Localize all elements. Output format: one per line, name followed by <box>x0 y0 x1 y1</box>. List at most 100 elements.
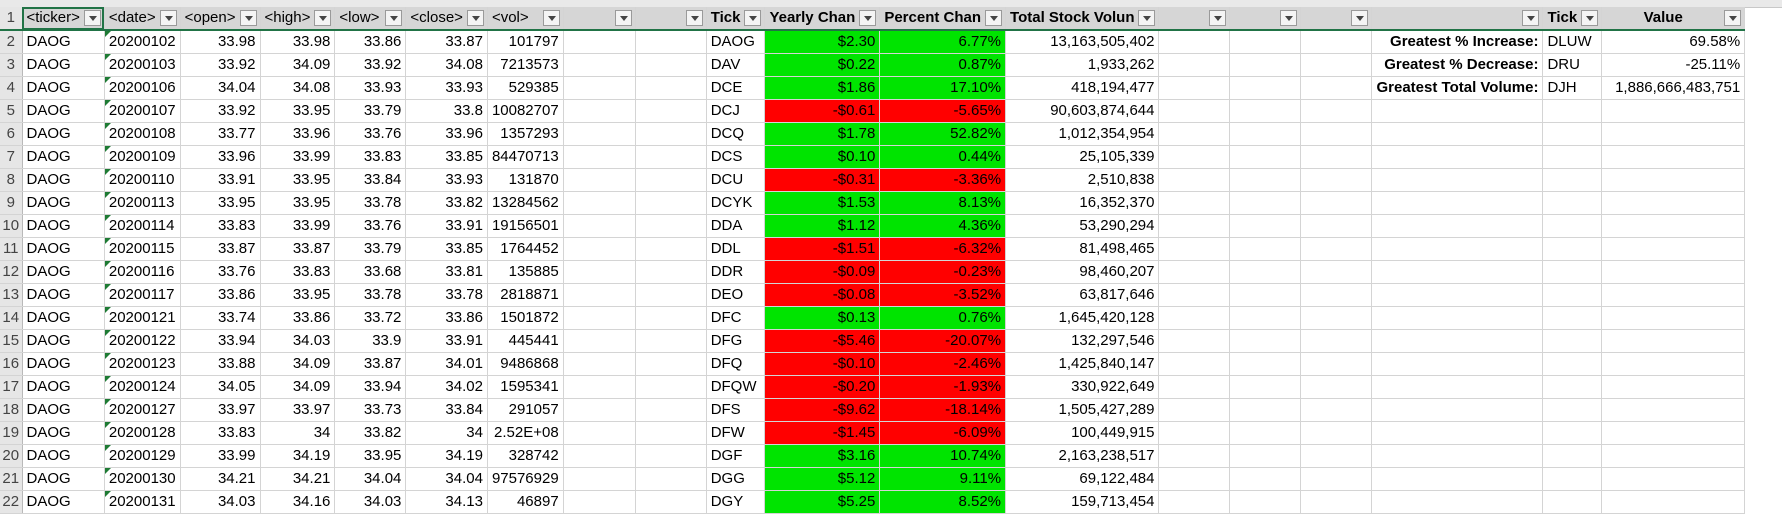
cell-empty[interactable] <box>1300 398 1373 422</box>
cell-empty[interactable] <box>1300 444 1373 468</box>
cell-empty[interactable] <box>1229 168 1302 192</box>
cell-empty[interactable] <box>563 214 636 238</box>
header-ticker[interactable]: <ticker> <box>22 7 105 31</box>
cell-low[interactable]: 34.04 <box>334 467 407 491</box>
cell-open[interactable]: 33.83 <box>180 214 261 238</box>
cell-yearly-change[interactable]: -$9.62 <box>764 398 881 422</box>
cell-empty[interactable] <box>1371 237 1544 261</box>
cell-empty[interactable] <box>1158 53 1231 77</box>
cell-high[interactable]: 33.95 <box>260 191 336 215</box>
header-empty[interactable] <box>1158 7 1231 31</box>
cell-percent-change[interactable]: -1.93% <box>879 375 1007 399</box>
cell-empty[interactable] <box>1229 306 1302 330</box>
cell-close[interactable]: 33.85 <box>405 145 488 169</box>
cell-empty[interactable] <box>1300 53 1373 77</box>
cell-empty[interactable] <box>1371 375 1544 399</box>
cell-summary-ticker[interactable]: DEO <box>706 283 766 307</box>
cell-empty[interactable] <box>1300 490 1373 514</box>
cell-high[interactable]: 33.83 <box>260 260 336 284</box>
cell-ticker[interactable]: DAOG <box>22 214 105 238</box>
row-number[interactable]: 20 <box>0 444 23 468</box>
cell-empty[interactable] <box>635 398 707 422</box>
cell-greatest-value[interactable]: 1,886,666,483,751 <box>1601 76 1746 100</box>
cell-empty[interactable] <box>1158 214 1231 238</box>
cell-empty[interactable] <box>1371 421 1544 445</box>
filter-dropdown-icon[interactable] <box>159 10 177 26</box>
cell-low[interactable]: 33.79 <box>334 237 407 261</box>
cell-empty[interactable] <box>1371 352 1544 376</box>
row-number[interactable]: 2 <box>0 30 23 54</box>
cell-total-volume[interactable]: 98,460,207 <box>1005 260 1160 284</box>
cell-summary-ticker[interactable]: DFG <box>706 329 766 353</box>
cell-vol[interactable]: 101797 <box>487 30 564 54</box>
row-number[interactable]: 7 <box>0 145 23 169</box>
cell-high[interactable]: 33.86 <box>260 306 336 330</box>
cell-yearly-change[interactable]: $5.12 <box>764 467 881 491</box>
filter-dropdown-icon[interactable] <box>685 10 703 26</box>
cell-summary-ticker[interactable]: DGF <box>706 444 766 468</box>
cell-high[interactable]: 34.21 <box>260 467 336 491</box>
cell-open[interactable]: 33.77 <box>180 122 261 146</box>
cell-empty[interactable] <box>1542 283 1603 307</box>
cell-date[interactable]: 20200114 <box>104 214 181 238</box>
row-number[interactable]: 5 <box>0 99 23 123</box>
cell-close[interactable]: 33.78 <box>405 283 488 307</box>
cell-date[interactable]: 20200106 <box>104 76 181 100</box>
cell-open[interactable]: 33.99 <box>180 444 261 468</box>
row-number[interactable]: 9 <box>0 191 23 215</box>
cell-empty[interactable] <box>1542 168 1603 192</box>
cell-vol[interactable]: 2818871 <box>487 283 564 307</box>
cell-percent-change[interactable]: 9.11% <box>879 467 1007 491</box>
cell-empty[interactable] <box>1371 168 1544 192</box>
filter-dropdown-icon[interactable] <box>614 10 632 26</box>
cell-low[interactable]: 33.94 <box>334 375 407 399</box>
cell-empty[interactable] <box>1229 237 1302 261</box>
cell-summary-ticker[interactable]: DCYK <box>706 191 766 215</box>
cell-empty[interactable] <box>635 352 707 376</box>
cell-ticker[interactable]: DAOG <box>22 76 105 100</box>
cell-empty[interactable] <box>635 283 707 307</box>
cell-empty[interactable] <box>1542 375 1603 399</box>
cell-high[interactable]: 33.99 <box>260 214 336 238</box>
cell-empty[interactable] <box>1371 145 1544 169</box>
cell-empty[interactable] <box>1542 237 1603 261</box>
cell-total-volume[interactable]: 1,645,420,128 <box>1005 306 1160 330</box>
cell-low[interactable]: 33.78 <box>334 191 407 215</box>
cell-empty[interactable] <box>635 329 707 353</box>
header-empty[interactable] <box>563 7 636 31</box>
cell-percent-change[interactable]: -20.07% <box>879 329 1007 353</box>
cell-yearly-change[interactable]: $1.78 <box>764 122 881 146</box>
cell-percent-change[interactable]: -2.46% <box>879 352 1007 376</box>
cell-percent-change[interactable]: -6.09% <box>879 421 1007 445</box>
cell-ticker[interactable]: DAOG <box>22 444 105 468</box>
cell-total-volume[interactable]: 90,603,874,644 <box>1005 99 1160 123</box>
filter-dropdown-icon[interactable] <box>466 10 484 26</box>
cell-summary-ticker[interactable]: DCE <box>706 76 766 100</box>
cell-high[interactable]: 33.95 <box>260 168 336 192</box>
filter-dropdown-icon[interactable] <box>1138 10 1156 26</box>
row-number[interactable]: 15 <box>0 329 23 353</box>
cell-percent-change[interactable]: -0.23% <box>879 260 1007 284</box>
cell-close[interactable]: 33.87 <box>405 30 488 54</box>
cell-total-volume[interactable]: 132,297,546 <box>1005 329 1160 353</box>
cell-date[interactable]: 20200108 <box>104 122 181 146</box>
cell-ticker[interactable]: DAOG <box>22 237 105 261</box>
row-number[interactable]: 22 <box>0 490 23 514</box>
cell-greatest-ticker[interactable]: DRU <box>1542 53 1603 77</box>
header-empty[interactable] <box>1229 7 1302 31</box>
cell-empty[interactable] <box>1229 444 1302 468</box>
cell-empty[interactable] <box>1542 398 1603 422</box>
row-number[interactable]: 16 <box>0 352 23 376</box>
cell-low[interactable]: 33.92 <box>334 53 407 77</box>
cell-date[interactable]: 20200113 <box>104 191 181 215</box>
cell-high[interactable]: 33.96 <box>260 122 336 146</box>
cell-date[interactable]: 20200131 <box>104 490 181 514</box>
cell-close[interactable]: 33.91 <box>405 329 488 353</box>
filter-dropdown-icon[interactable] <box>1280 10 1298 26</box>
row-number[interactable]: 14 <box>0 306 23 330</box>
filter-dropdown-icon[interactable] <box>859 10 877 26</box>
cell-empty[interactable] <box>635 191 707 215</box>
cell-ticker[interactable]: DAOG <box>22 398 105 422</box>
cell-empty[interactable] <box>1229 214 1302 238</box>
cell-empty[interactable] <box>1601 467 1746 491</box>
